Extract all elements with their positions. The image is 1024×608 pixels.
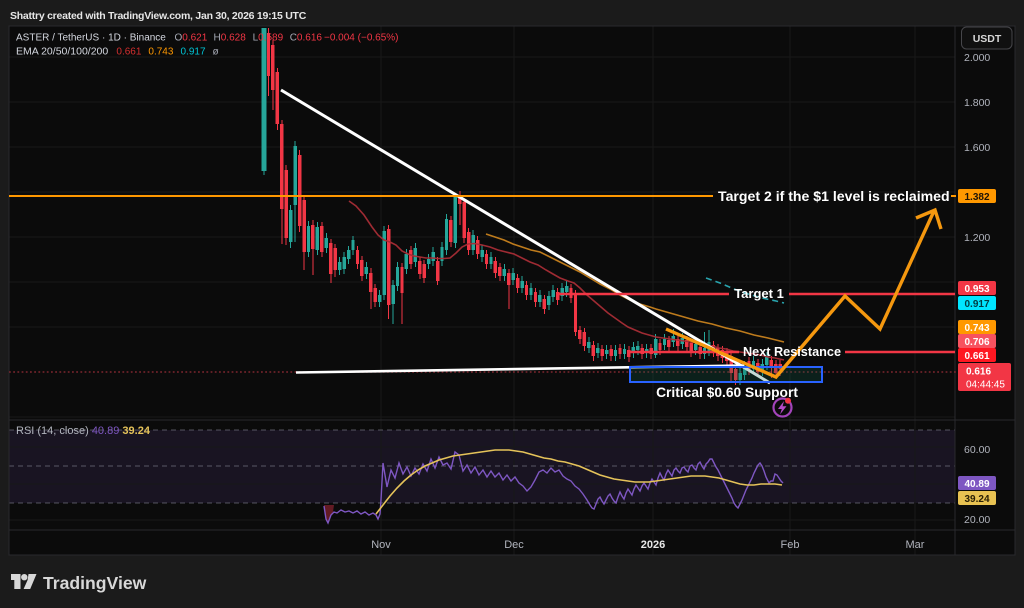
svg-text:04:44:45: 04:44:45 xyxy=(966,380,1005,391)
svg-text:Critical $0.60 Support: Critical $0.60 Support xyxy=(656,385,798,400)
svg-text:60.00: 60.00 xyxy=(964,444,990,456)
svg-text:TradingView: TradingView xyxy=(43,573,147,593)
svg-text:2.000: 2.000 xyxy=(964,52,990,64)
svg-text:1.600: 1.600 xyxy=(964,142,990,154)
svg-text:Dec: Dec xyxy=(504,539,524,551)
svg-text:0.917: 0.917 xyxy=(181,47,206,58)
svg-text:Feb: Feb xyxy=(781,539,800,551)
svg-text:Shattry created with TradingVi: Shattry created with TradingView.com, Ja… xyxy=(10,10,307,22)
svg-text:1.382: 1.382 xyxy=(964,192,989,203)
svg-text:0.953: 0.953 xyxy=(964,284,989,295)
svg-text:2026: 2026 xyxy=(641,539,665,551)
svg-text:ASTER / TetherUS · 1D · Binanc: ASTER / TetherUS · 1D · Binance xyxy=(16,33,166,44)
svg-text:0.661: 0.661 xyxy=(964,351,989,362)
svg-text:C0.616: C0.616 xyxy=(290,33,323,44)
svg-text:20.00: 20.00 xyxy=(964,514,990,526)
svg-text:Nov: Nov xyxy=(371,539,391,551)
svg-text:1.200: 1.200 xyxy=(964,232,990,244)
svg-text:0.616: 0.616 xyxy=(966,367,991,378)
svg-text:0.743: 0.743 xyxy=(148,47,173,58)
svg-text:Target 1: Target 1 xyxy=(734,286,784,301)
svg-text:1.800: 1.800 xyxy=(964,97,990,109)
svg-text:0.743: 0.743 xyxy=(964,323,989,334)
svg-text:H0.628: H0.628 xyxy=(214,33,247,44)
svg-text:USDT: USDT xyxy=(973,33,1002,45)
svg-text:0.661: 0.661 xyxy=(116,47,141,58)
svg-text:39.24: 39.24 xyxy=(964,494,989,505)
svg-text:Next Resistance: Next Resistance xyxy=(743,345,841,359)
svg-text:−0.004 (−0.65%): −0.004 (−0.65%) xyxy=(324,33,399,44)
svg-text:40.89: 40.89 xyxy=(964,479,989,490)
svg-text:0.917: 0.917 xyxy=(964,299,989,310)
svg-text:L0.589: L0.589 xyxy=(253,33,284,44)
svg-text:0.706: 0.706 xyxy=(964,337,989,348)
svg-text:O0.621: O0.621 xyxy=(175,33,208,44)
svg-text:Target 2 if the $1 level is re: Target 2 if the $1 level is reclaimed xyxy=(718,188,950,204)
svg-text:EMA 20/50/100/200: EMA 20/50/100/200 xyxy=(16,46,108,58)
svg-text:RSI (14, close) 40.89 39.24: RSI (14, close) 40.89 39.24 xyxy=(16,425,151,437)
svg-text:ø: ø xyxy=(213,47,219,58)
svg-text:Mar: Mar xyxy=(906,539,925,551)
